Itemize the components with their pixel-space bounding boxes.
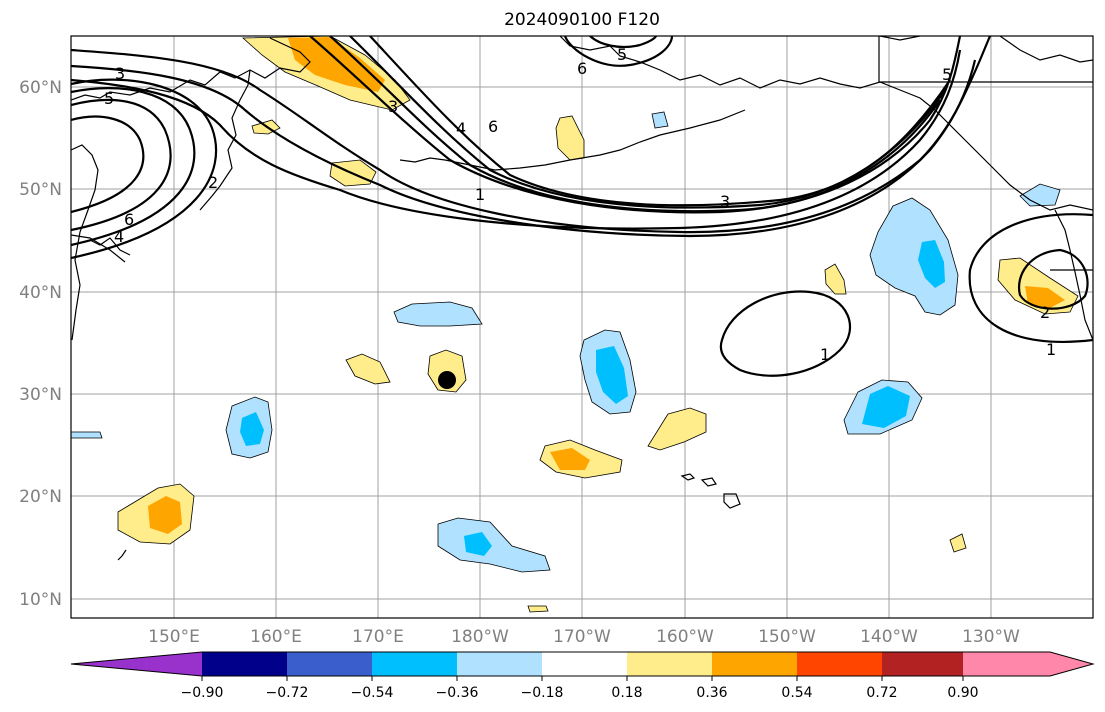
anomaly-positive-south-small	[527, 605, 549, 613]
anomaly-negative-aleutian	[651, 111, 669, 129]
anomaly-negative-west-core	[240, 412, 264, 446]
anomaly-negative-south-core	[464, 532, 492, 556]
contour-line	[71, 87, 196, 247]
colorbar-segment	[627, 652, 712, 676]
contour-label: 4	[456, 119, 466, 138]
contour-label: 3	[720, 192, 730, 211]
colorbar-segment	[963, 652, 1093, 676]
anomaly-positive-subtropic-1	[345, 353, 391, 385]
colorbar-segment	[882, 652, 963, 676]
colorbar-segment	[712, 652, 797, 676]
anomaly-negative-ne-pacific-core	[918, 240, 945, 288]
anomaly-positive-hawaii-north	[647, 407, 707, 451]
anomaly-negative-south	[437, 517, 551, 573]
colorbar-segment	[542, 652, 627, 676]
contour-line	[369, 36, 951, 207]
contour-line	[71, 115, 145, 214]
contour-label: 6	[488, 117, 498, 136]
contour-line	[1017, 248, 1089, 310]
lon-label: 170°W	[553, 627, 611, 647]
lat-label: 60°N	[19, 78, 62, 98]
anomaly-positive-bering-core	[288, 37, 385, 92]
lat-label: 50°N	[19, 180, 62, 200]
colorbar-tick-label: −0.36	[436, 685, 479, 701]
anomaly-positive-east-small	[949, 533, 967, 553]
contour-line	[71, 98, 172, 232]
colorbar-ticks	[201, 676, 964, 681]
contour-label: 2	[208, 173, 218, 192]
colorbar-tick-label: −0.54	[351, 685, 394, 701]
colorbar-tick-label: 0.90	[947, 685, 978, 701]
lon-label: 140°W	[860, 627, 918, 647]
contour-line	[71, 59, 977, 238]
contour-label: 6	[577, 59, 587, 78]
colorbar-segment	[457, 652, 542, 676]
map-frame	[70, 35, 1094, 619]
lon-label: 160°W	[656, 627, 714, 647]
anomaly-positive-subtropic-2-core	[550, 448, 590, 470]
contour-line	[329, 36, 941, 213]
contours	[71, 36, 1093, 377]
page-title: 2024090100 F120	[504, 10, 660, 30]
contour-label: 5	[104, 89, 114, 108]
anomaly-negative-west-tiny	[71, 431, 103, 439]
contour-label: 5	[942, 65, 952, 84]
contour-line	[71, 78, 218, 260]
contour-label: 1	[820, 345, 830, 364]
storm-center-marker	[438, 371, 456, 389]
coastlines	[71, 36, 1093, 561]
contour-line	[968, 213, 1093, 343]
colorbar-segment	[202, 652, 287, 676]
contour-line	[589, 36, 658, 49]
lon-label: 150°W	[758, 627, 816, 647]
lon-label: 150°E	[148, 627, 200, 647]
colorbar-segment	[287, 652, 372, 676]
longitude-labels: 150°E 160°E 170°E 180°W 170°W 160°W 150°…	[148, 627, 1020, 647]
colorbar-tick-label: −0.18	[521, 685, 564, 701]
lat-label: 30°N	[19, 385, 62, 405]
lat-label: 40°N	[19, 283, 62, 303]
contour-label: 5	[617, 45, 627, 64]
anomaly-negative-ne-subtropic-core	[862, 386, 910, 428]
contour-label: 1	[1046, 340, 1056, 359]
colorbar-tick-label: −0.72	[266, 685, 309, 701]
contour-label: 3	[388, 97, 398, 116]
contour-label: 4	[114, 227, 124, 246]
colorbar-tick-label: 0.72	[866, 685, 897, 701]
colorbar-segment	[71, 652, 202, 676]
anomaly-positive-west-tropic-core	[148, 496, 182, 534]
lat-label: 20°N	[19, 487, 62, 507]
colorbar-tick-label: 0.36	[696, 685, 727, 701]
contour-label: 2	[1040, 303, 1050, 322]
lat-label: 10°N	[19, 590, 62, 610]
contour-line	[719, 290, 852, 377]
latitude-labels: 10°N 20°N 30°N 40°N 50°N 60°N	[19, 78, 62, 610]
contour-label: 6	[124, 210, 134, 229]
contour-line	[563, 36, 674, 67]
colorbar-tick-label: 0.54	[781, 685, 812, 701]
lon-label: 170°E	[352, 627, 404, 647]
colorbar-segment	[372, 652, 457, 676]
lon-label: 130°W	[962, 627, 1020, 647]
anomaly-positive-california-core	[1025, 286, 1065, 308]
colorbar: −0.90 −0.72 −0.54 −0.36 −0.18 0.18 0.36 …	[70, 651, 1095, 701]
anomaly-negative-central-core	[596, 346, 628, 404]
lon-label: 160°E	[250, 627, 302, 647]
contour-labels: 3 5 2 6 4 5 6 3 4 6 1 3 5 1 1 2	[104, 45, 1056, 364]
colorbar-tick-label: 0.18	[611, 685, 642, 701]
contour-label: 1	[475, 185, 485, 204]
colorbar-tick-label: −0.90	[181, 685, 224, 701]
anomaly-negative-dateline	[393, 301, 483, 327]
gridlines	[71, 36, 1093, 618]
lon-label: 180°W	[451, 627, 509, 647]
anomaly-positive-small-2	[824, 263, 847, 295]
contour-line	[71, 49, 962, 230]
colorbar-segment	[797, 652, 882, 676]
contour-label: 3	[115, 64, 125, 83]
